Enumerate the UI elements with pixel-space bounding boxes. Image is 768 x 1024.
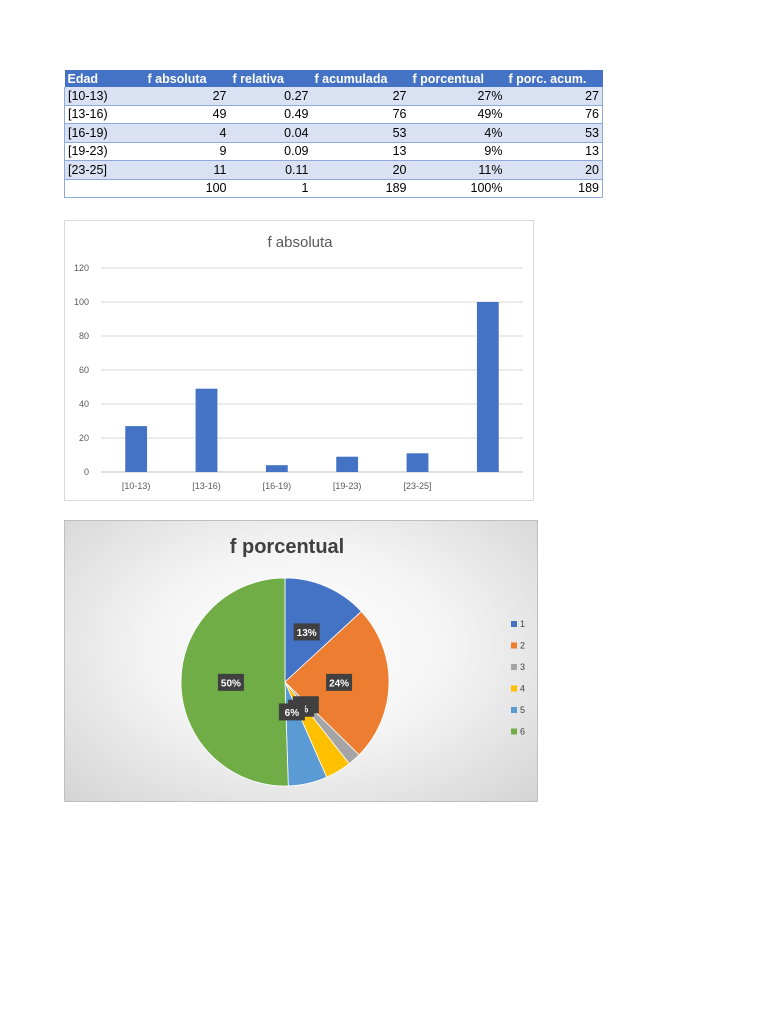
table-cell: 0.49 <box>229 105 312 124</box>
pie-data-label-box <box>217 673 244 691</box>
table-row: [13-16) 49 0.49 76 49% 76 <box>64 105 603 124</box>
table-header-cell: f porc. acum. <box>505 70 603 87</box>
pie-data-label-box <box>293 623 320 641</box>
bar-chart: f absoluta 0 20 40 60 80 100 120 [10-13) [13-16… <box>74 234 523 491</box>
legend-label: 6 <box>520 727 525 737</box>
table-cell: 20 <box>311 160 410 180</box>
pie-data-label-box <box>326 673 353 691</box>
table-row: [19-23) 9 0.09 13 9% 13 <box>64 142 603 161</box>
table-cell: [10-13) <box>64 87 145 106</box>
table-cell: 27 <box>505 87 603 106</box>
x-tick-label: [23-25] <box>403 481 431 491</box>
y-tick-label: 100 <box>74 297 89 307</box>
pie-data-label-text: 50% <box>221 678 241 689</box>
y-tick-label: 60 <box>79 365 89 375</box>
table-cell: 4% <box>409 123 506 143</box>
table-row: [10-13) 27 0.27 27 27% 27 <box>64 87 603 106</box>
table-cell: 27 <box>144 87 230 106</box>
x-tick-label: [13-16) <box>192 481 221 491</box>
table-cell: [19-23) <box>64 142 145 161</box>
pie-data-label-text: 24% <box>329 678 349 689</box>
pie-data-label-text: 6% <box>285 708 300 719</box>
table-cell: 9 <box>144 142 230 161</box>
table-total-cell: 100 <box>144 178 230 198</box>
table-header-row: Edad f absoluta f relativa f acumulada f por… <box>64 70 603 87</box>
y-tick-label: 0 <box>84 467 89 477</box>
table-cell: 0.27 <box>229 87 312 106</box>
table-total-row: 100 1 189 100% 189 <box>64 178 603 198</box>
table-total-cell: 189 <box>505 178 603 198</box>
table-row: [23-25] 11 0.11 20 11% 20 <box>64 160 603 180</box>
table-cell: 13 <box>505 142 603 161</box>
legend-swatch <box>511 728 517 735</box>
bar <box>195 388 218 472</box>
table-cell: 11% <box>409 160 506 180</box>
legend-label: 3 <box>520 662 525 672</box>
legend-label: 1 <box>520 619 525 629</box>
legend-label: 4 <box>520 684 525 694</box>
bar-chart-panel: f absoluta 0 20 40 60 80 100 120 [10-13) [13-16… <box>64 220 534 501</box>
table-cell: 53 <box>505 123 603 143</box>
table-cell: 0.11 <box>229 160 312 180</box>
table-cell: 0.04 <box>229 123 312 143</box>
table-header-cell: f relativa <box>229 70 312 87</box>
y-tick-label: 120 <box>74 263 89 273</box>
pie-data-label-text: 13% <box>297 628 317 639</box>
table-cell: 9% <box>409 142 506 161</box>
table-cell: 11 <box>144 160 230 180</box>
pie-data-label-box <box>278 703 305 721</box>
table-cell: 27 <box>311 87 410 106</box>
x-tick-label: [19-23) <box>333 481 362 491</box>
table-header-cell: f absoluta <box>144 70 230 87</box>
pie-data-label: 13% <box>293 623 320 641</box>
table-header-cell: f porcentual <box>409 70 506 87</box>
table-cell: [23-25] <box>64 160 145 180</box>
table-cell: 0.09 <box>229 142 312 161</box>
pie-chart-title: f porcentual <box>230 536 344 558</box>
x-tick-label: [16-19) <box>263 481 292 491</box>
bar <box>406 453 429 472</box>
table-total-cell: 100% <box>409 178 506 198</box>
legend-swatch <box>511 621 517 627</box>
pie-slice <box>284 577 362 683</box>
legend-swatch <box>511 664 517 670</box>
legend-label: 2 <box>520 641 525 651</box>
y-tick-label: 40 <box>79 399 89 409</box>
table-cell: 4 <box>144 123 230 143</box>
table-cell: 49 <box>144 105 230 124</box>
y-tick-label: 20 <box>79 433 89 443</box>
table-total-cell: 1 <box>229 178 312 198</box>
table-cell: [13-16) <box>64 105 145 124</box>
table-total-cell <box>64 178 145 198</box>
x-tick-label: [10-13) <box>122 481 151 491</box>
legend-swatch <box>511 707 517 713</box>
y-tick-label: 80 <box>79 331 89 341</box>
bar-chart-title: f absoluta <box>267 234 333 251</box>
table-cell: 20 <box>505 160 603 180</box>
bar <box>125 426 148 472</box>
table-cell: [16-19) <box>64 123 145 143</box>
legend-swatch <box>511 685 517 692</box>
bar <box>476 302 499 472</box>
pie-data-label: 24% <box>326 673 353 691</box>
table-header-cell: Edad <box>64 70 145 87</box>
bar <box>265 465 288 472</box>
table-cell: 13 <box>311 142 410 161</box>
table-cell: 76 <box>505 105 603 124</box>
pie-data-label: 50% <box>217 673 244 691</box>
legend-swatch <box>511 642 517 649</box>
table-cell: 53 <box>311 123 410 143</box>
table-cell: 76 <box>311 105 410 124</box>
legend-label: 5 <box>520 705 525 715</box>
pie-data-label: 6% <box>278 703 305 721</box>
table-row: [16-19) 4 0.04 53 4% 53 <box>64 123 603 143</box>
frequency-table: Edad f absoluta f relativa f acumulada f por… <box>64 70 603 198</box>
table-total-cell: 189 <box>311 178 410 198</box>
bar <box>336 456 359 472</box>
table-header-cell: f acumulada <box>311 70 410 87</box>
table-cell: 49% <box>409 105 506 124</box>
table-cell: 27% <box>409 87 506 106</box>
